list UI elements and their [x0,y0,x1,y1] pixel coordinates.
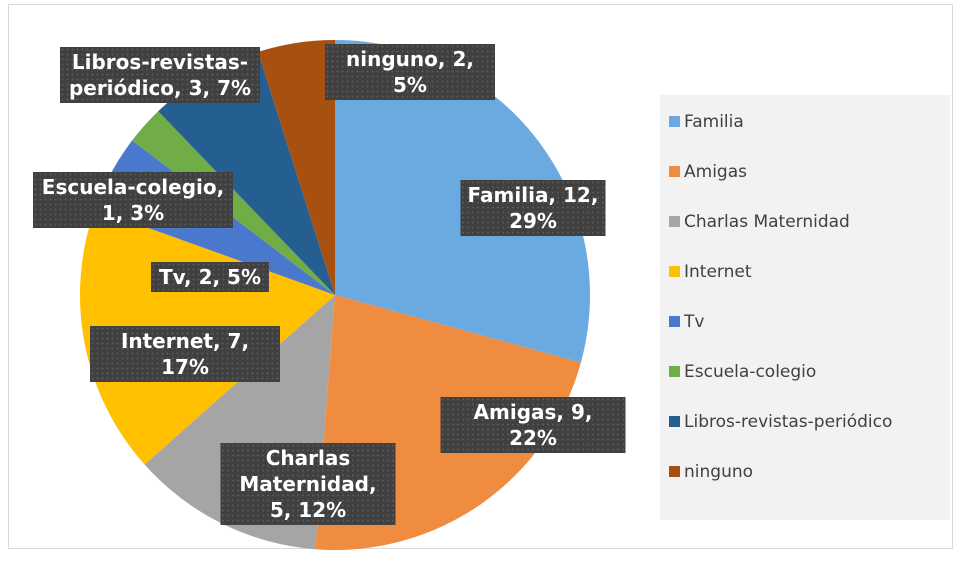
data-label: Amigas, 9, 22% [440,397,626,453]
legend-box [660,95,950,520]
legend-label: Amigas [684,162,747,182]
legend-label: Internet [684,262,752,282]
data-label: Familia, 12, 29% [460,180,606,236]
legend-swatch [669,116,680,127]
legend-label: ninguno [684,462,753,482]
legend-swatch [669,416,680,427]
legend-swatch [669,266,680,277]
pie-slice [158,51,335,296]
data-label: Tv, 2, 5% [151,262,269,292]
legend-swatch [669,166,680,177]
legend-label: Familia [684,112,744,132]
legend-swatch [669,366,680,377]
legend-swatch [669,466,680,477]
data-label: Libros-revistas-periódico, 3, 7% [60,47,260,103]
legend-label: Tv [683,312,704,332]
pie-slice [132,111,335,295]
legend-swatch [669,216,680,227]
legend-swatch [669,316,680,327]
data-label: Escuela-colegio, 1, 3% [33,172,233,228]
data-label: Charlas Maternidad, 5, 12% [220,443,396,525]
legend-label: Escuela-colegio [684,362,816,382]
pie-slice [258,40,335,295]
data-label: ninguno, 2, 5% [325,44,495,100]
data-label: Internet, 7, 17% [90,326,280,382]
legend-label: Charlas Maternidad [684,212,850,232]
legend-label: Libros-revistas-periódico [684,412,892,432]
